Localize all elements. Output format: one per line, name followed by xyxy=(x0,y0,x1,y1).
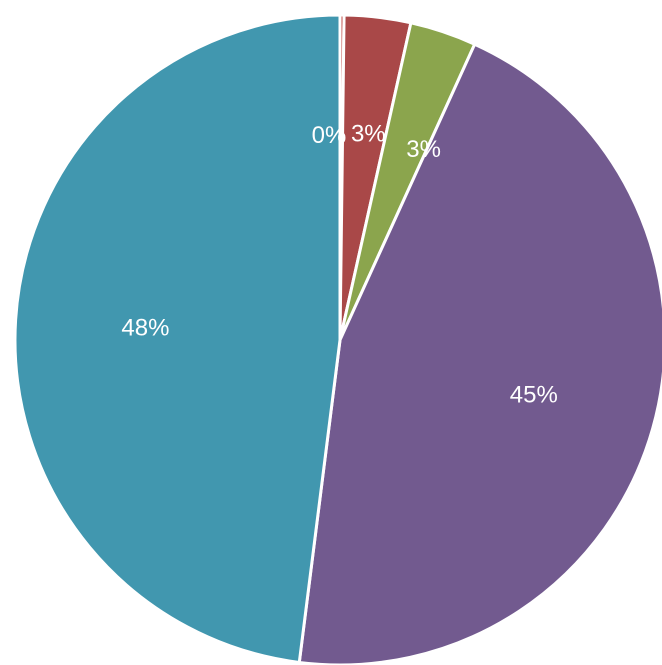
pie-slice-4 xyxy=(13,13,342,664)
pie-data-label-0: 0% xyxy=(312,122,347,149)
pie-slices xyxy=(13,13,662,665)
pie-slice-3 xyxy=(297,42,662,665)
pie-data-labels: 0% 3%3%45%48% xyxy=(121,120,557,408)
pie-data-label-4: 48% xyxy=(121,314,169,341)
pie-data-label-1: 3% xyxy=(351,120,386,147)
pie-data-label-3: 45% xyxy=(510,382,558,409)
pie-data-label-2: 3% xyxy=(406,136,441,163)
